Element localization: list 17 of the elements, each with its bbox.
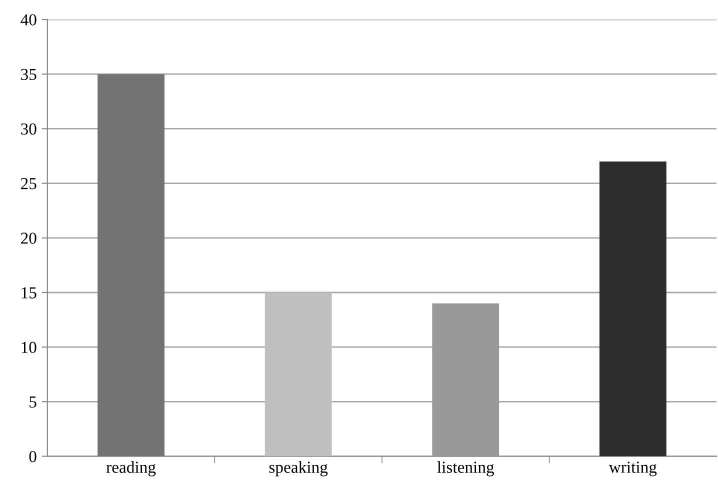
bar — [432, 303, 500, 456]
x-tick-label: listening — [437, 461, 494, 476]
bar — [98, 74, 164, 456]
bar — [264, 292, 332, 456]
y-tick-label: 15 — [22, 287, 36, 298]
y-tick-label: 5 — [30, 396, 36, 408]
y-tick-label: 20 — [21, 232, 36, 244]
y-tick-label: 0 — [29, 450, 36, 462]
x-tick-label: reading — [106, 461, 156, 476]
x-tick-label: speaking — [269, 461, 328, 476]
y-tick-label: 10 — [22, 342, 36, 354]
y-tick-label: 35 — [21, 68, 36, 80]
bar — [599, 161, 666, 456]
y-tick-label: 40 — [20, 14, 36, 26]
x-tick-label: writing — [608, 462, 657, 476]
y-tick-label: 30 — [21, 123, 36, 135]
y-tick-label: 25 — [21, 178, 36, 190]
